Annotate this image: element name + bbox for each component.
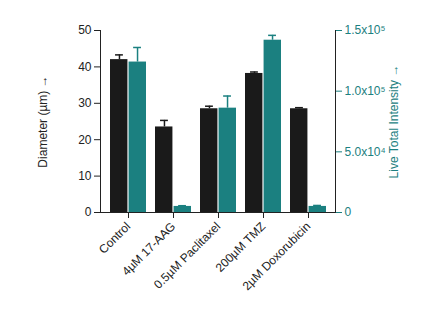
svg-text:0: 0 [345,205,352,219]
svg-text:Live Total Intensity →: Live Total Intensity → [387,65,401,179]
svg-text:10: 10 [78,169,92,183]
svg-text:40: 40 [78,60,92,74]
svg-text:Control: Control [96,219,133,256]
svg-text:1.0x10⁵: 1.0x10⁵ [345,84,386,98]
svg-text:1.5x10⁵: 1.5x10⁵ [345,23,386,37]
svg-text:4µM 17-AAG: 4µM 17-AAG [119,219,179,279]
svg-text:0: 0 [85,205,92,219]
svg-text:50: 50 [78,23,92,37]
svg-text:0.5µM Paclitaxel: 0.5µM Paclitaxel [151,219,223,291]
svg-text:20: 20 [78,133,92,147]
svg-text:Diameter (µm) →: Diameter (µm) → [36,75,50,167]
svg-text:2µM Doxorubicin: 2µM Doxorubicin [240,219,314,293]
svg-text:30: 30 [78,96,92,110]
svg-text:200µM TMZ: 200µM TMZ [212,219,269,275]
svg-text:5.0x10⁴: 5.0x10⁴ [345,145,386,159]
